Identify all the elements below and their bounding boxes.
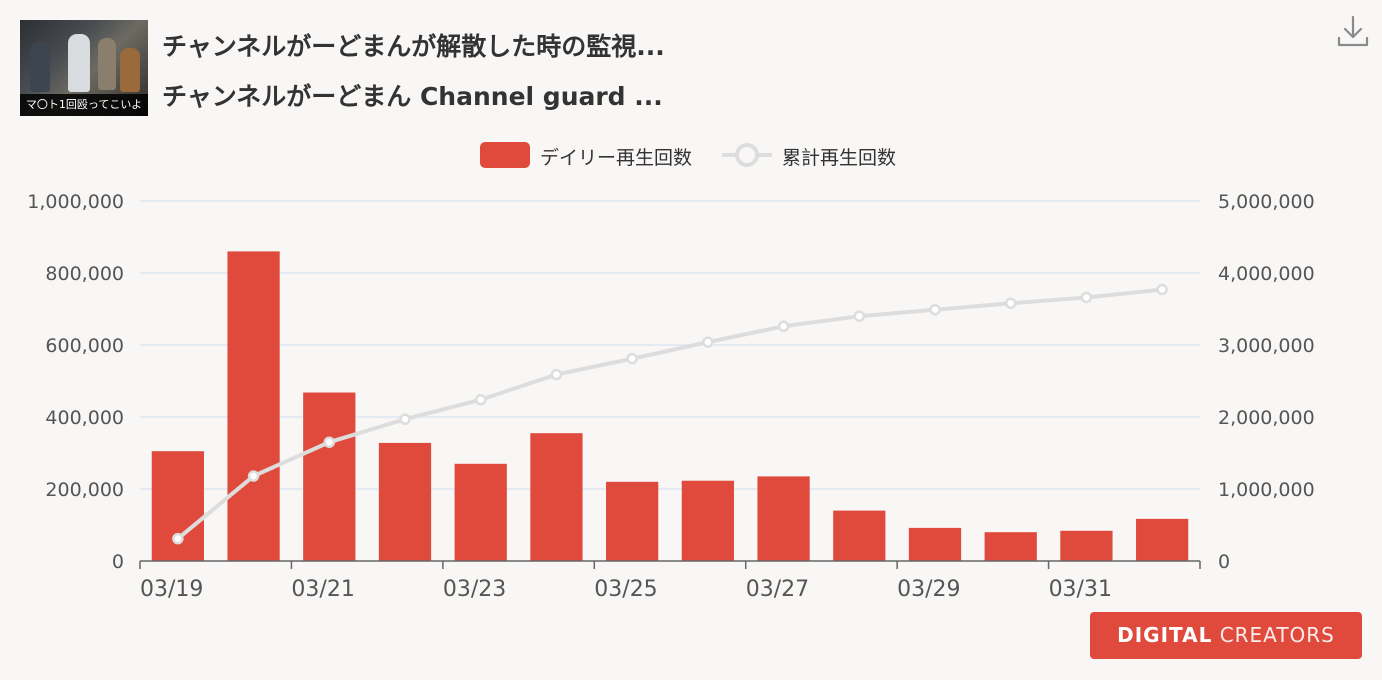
bar — [151, 451, 204, 561]
line-point — [247, 470, 260, 482]
line-point — [1080, 291, 1093, 304]
legend-label-cumulative: 累計再生回数 — [782, 147, 897, 169]
bar — [303, 392, 356, 561]
bar — [606, 481, 659, 561]
channel-title[interactable]: チャンネルがーどまん Channel guard ... — [162, 82, 663, 111]
thumbnail-figure — [98, 38, 116, 90]
video-thumbnail[interactable]: マ〇ト1回殴ってこいよ — [20, 20, 148, 116]
x-tick-label: 03/21 — [291, 577, 354, 602]
bar — [1060, 530, 1113, 561]
y-right-tick-label: 4,000,000 — [1218, 263, 1315, 285]
bar — [530, 433, 583, 561]
line-point — [1156, 283, 1168, 296]
thumbnail-caption: マ〇ト1回殴ってこいよ — [20, 94, 148, 116]
line-point — [929, 303, 941, 316]
video-title[interactable]: チャンネルがーどまんが解散した時の監視... — [162, 32, 665, 61]
y-left-tick-label: 800,000 — [45, 263, 124, 285]
bar — [833, 510, 886, 561]
x-tick-label: 03/19 — [140, 577, 203, 602]
y-left-tick-label: 0 — [112, 551, 124, 573]
bar — [681, 480, 734, 561]
line-point — [323, 436, 336, 448]
line-point — [1004, 297, 1017, 309]
x-tick-label: 03/27 — [746, 577, 809, 602]
line-point — [550, 368, 563, 381]
thumbnail-figure — [120, 48, 140, 92]
y-right-tick-label: 3,000,000 — [1218, 335, 1315, 357]
x-tick-label: 03/25 — [594, 577, 657, 602]
line-point — [853, 310, 866, 322]
bar — [227, 251, 280, 561]
line-point — [626, 352, 638, 365]
x-tick-label: 03/23 — [443, 577, 506, 602]
y-left-tick-label: 1,000,000 — [27, 191, 124, 213]
logo-part1: DIGITAL — [1117, 623, 1213, 647]
legend-swatch-bar — [480, 142, 530, 168]
download-icon[interactable] — [1336, 14, 1370, 48]
y-left-tick-label: 600,000 — [45, 335, 124, 357]
line-point — [474, 393, 487, 406]
thumbnail-figure — [68, 34, 90, 92]
bar — [908, 527, 962, 561]
y-left-tick-label: 400,000 — [45, 407, 124, 429]
thumbnail-figure — [30, 42, 50, 92]
bar — [757, 476, 810, 561]
line-point — [702, 336, 714, 348]
legend-label-daily: デイリー再生回数 — [540, 147, 693, 169]
x-tick-label: 03/31 — [1049, 577, 1112, 602]
logo-part2: CREATORS — [1219, 623, 1335, 647]
line-point — [777, 320, 790, 333]
brand-logo[interactable]: DIGITAL CREATORS — [1090, 612, 1362, 659]
bar — [1136, 518, 1189, 561]
x-tick-label: 03/29 — [897, 577, 960, 602]
y-right-tick-label: 1,000,000 — [1218, 479, 1315, 501]
y-right-tick-label: 2,000,000 — [1218, 407, 1315, 429]
bar — [454, 463, 507, 561]
y-left-tick-label: 200,000 — [45, 479, 124, 501]
line-point — [399, 413, 411, 425]
line-point — [172, 532, 184, 545]
y-right-tick-label: 5,000,000 — [1218, 191, 1315, 213]
cumulative-line — [176, 287, 1163, 541]
bar — [378, 442, 432, 561]
y-right-tick-label: 0 — [1218, 551, 1230, 573]
bar — [984, 532, 1037, 561]
legend-swatch-line — [722, 143, 772, 167]
